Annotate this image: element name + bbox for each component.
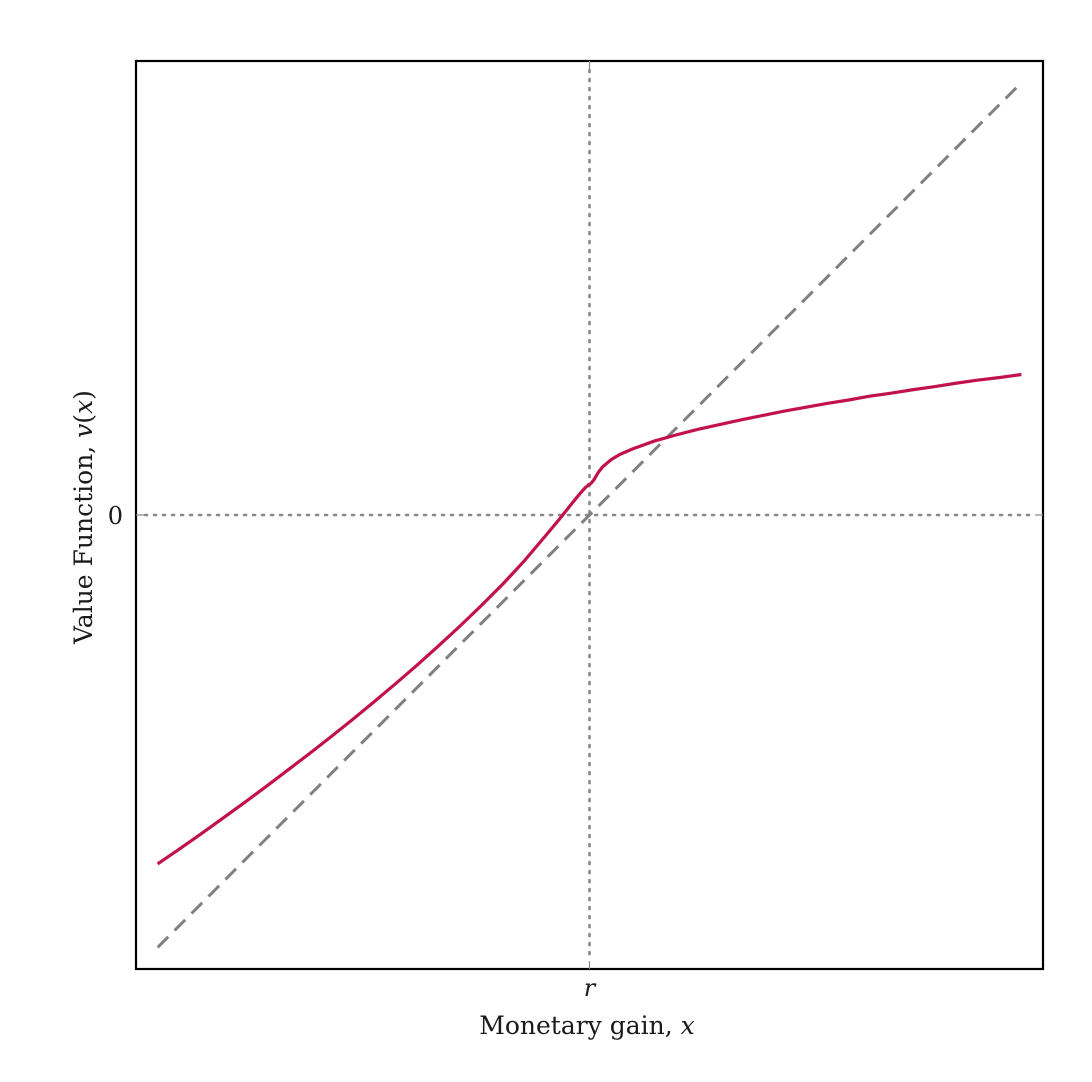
y-tick-label: 0 xyxy=(108,502,123,530)
tick-layer: r0 xyxy=(108,61,1043,1002)
x-tick-label: r xyxy=(584,974,597,1002)
value-function-series xyxy=(156,372,1022,866)
y-axis-label: Value Function, v(x) xyxy=(69,390,98,645)
series-layer xyxy=(156,81,1023,949)
reference-lines xyxy=(143,68,1036,962)
x-axis-label: Monetary gain, x xyxy=(479,1011,695,1040)
diagonal-reference-series xyxy=(156,81,1023,949)
